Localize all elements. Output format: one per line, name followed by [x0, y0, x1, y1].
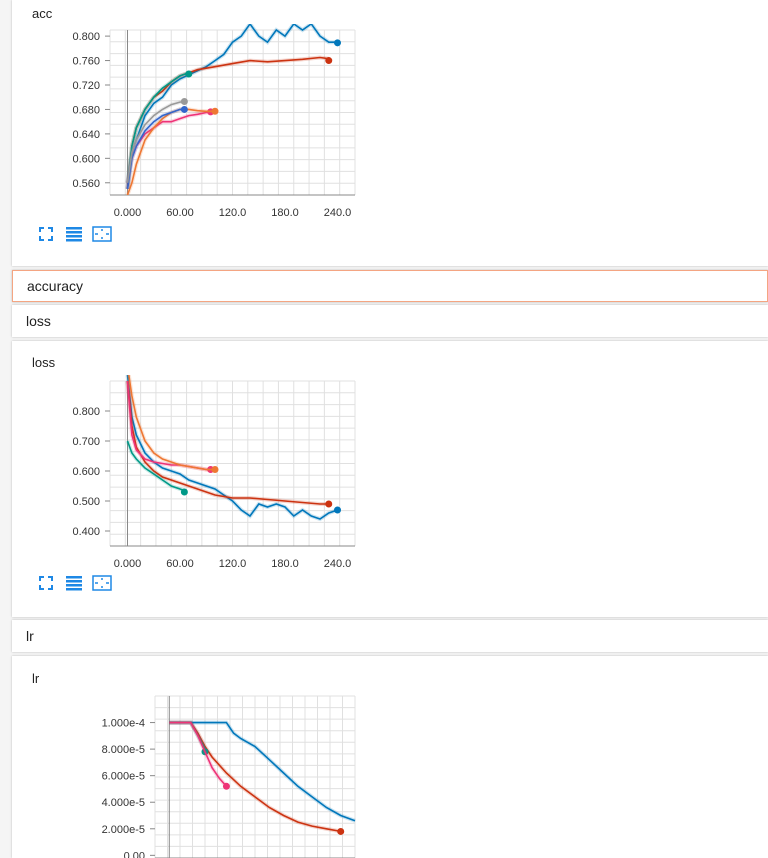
series-line[interactable]	[169, 721, 341, 833]
y-tick-label: 0.600	[72, 466, 100, 478]
y-tick-label: 0.640	[72, 129, 100, 141]
series-line[interactable]	[126, 100, 185, 183]
series-end-point[interactable]	[337, 827, 345, 835]
y-tick-label: 6.000e-5	[102, 771, 145, 783]
y-tick-label: 0.00	[124, 850, 145, 858]
y-tick-label: 0.500	[72, 496, 100, 508]
y-tick-label: 0.680	[72, 104, 100, 116]
lr-card: lr 0.00 2.000e-5 4.000e-5 6.000e-5 8.000e-5 1…	[12, 656, 768, 858]
y-tick-label: 0.700	[72, 436, 100, 448]
series-end-point[interactable]	[180, 105, 188, 113]
y-tick-label: 1.000e-4	[102, 718, 145, 730]
series-line[interactable]	[128, 371, 216, 471]
loss-chart[interactable]: 0.400 0.500 0.600 0.700 0.800 0.000 60.00 120.0…	[12, 371, 372, 606]
series-end-point[interactable]	[180, 488, 188, 496]
data-table-icon[interactable]	[64, 225, 84, 243]
series-line[interactable]	[126, 24, 338, 189]
series-raw-line	[125, 380, 329, 506]
series-end-point[interactable]	[334, 39, 341, 47]
y-tick-label: 0.800	[72, 406, 100, 418]
section-lr-label: lr	[26, 628, 34, 644]
section-accuracy[interactable]: accuracy	[12, 270, 768, 302]
series-end-point[interactable]	[222, 782, 230, 790]
series-end-point[interactable]	[334, 506, 341, 514]
series-end-point[interactable]	[180, 98, 188, 105]
loss-toolbar	[36, 574, 112, 592]
x-tick-label: 240.0	[324, 207, 352, 219]
series-end-point[interactable]	[185, 70, 193, 78]
x-tick-label: 120.0	[219, 558, 247, 570]
x-tick-label: 60.00	[166, 207, 194, 219]
series-line[interactable]	[169, 721, 227, 787]
y-tick-label: 4.000e-5	[102, 797, 145, 809]
lr-chart-title: lr	[32, 671, 40, 686]
series-line[interactable]	[169, 721, 356, 822]
series-line[interactable]	[126, 108, 185, 190]
x-tick-label: 120.0	[219, 207, 247, 219]
y-tick-label: 2.000e-5	[102, 824, 145, 836]
series-line[interactable]	[126, 380, 329, 505]
fit-to-data-icon[interactable]	[36, 574, 56, 592]
y-tick-label: 0.720	[72, 80, 100, 92]
x-tick-label: 180.0	[271, 558, 299, 570]
section-accuracy-label: accuracy	[27, 278, 84, 294]
expand-icon[interactable]	[92, 574, 112, 592]
grid	[109, 29, 356, 196]
expand-icon[interactable]	[92, 225, 112, 243]
series-end-point[interactable]	[211, 107, 219, 115]
y-tick-label: 0.800	[72, 31, 100, 43]
loss-card: loss 0.400 0.500 0.600 0.700 0.800 0.000 60.00…	[12, 341, 768, 617]
series-end-point[interactable]	[211, 466, 219, 473]
data-table-icon[interactable]	[64, 574, 84, 592]
series-line[interactable]	[126, 440, 185, 492]
acc-toolbar	[36, 225, 112, 243]
series-line[interactable]	[126, 108, 216, 195]
y-tick-label: 0.760	[72, 56, 100, 68]
loss-chart-title: loss	[32, 355, 56, 370]
series-line[interactable]	[126, 72, 190, 183]
y-tick-label: 0.560	[72, 178, 100, 190]
x-tick-label: 0.000	[114, 558, 142, 570]
section-lr[interactable]: lr	[12, 620, 768, 652]
series-end-point[interactable]	[325, 500, 333, 508]
acc-chart[interactable]: 0.560 0.600 0.640 0.680 0.720 0.760 0.800 0.000…	[12, 20, 372, 235]
x-tick-label: 60.00	[166, 558, 194, 570]
lr-chart[interactable]: 0.00 2.000e-5 4.000e-5 6.000e-5 8.000e-5 1.00…	[12, 656, 372, 858]
x-tick-label: 0.000	[114, 207, 142, 219]
section-loss-label: loss	[26, 313, 51, 329]
acc-chart-title: acc	[32, 6, 53, 21]
grid	[154, 695, 356, 858]
y-tick-label: 0.400	[72, 526, 100, 538]
acc-card: acc 0.560 0.600 0.640 0.680 0.720 0.760 0.800 0…	[12, 0, 768, 266]
x-tick-label: 240.0	[324, 558, 352, 570]
y-tick-label: 0.600	[72, 153, 100, 165]
fit-to-data-icon[interactable]	[36, 225, 56, 243]
y-tick-label: 8.000e-5	[102, 744, 145, 756]
grid	[109, 380, 356, 547]
series-end-point[interactable]	[325, 57, 333, 65]
section-loss[interactable]: loss	[12, 305, 768, 337]
x-tick-label: 180.0	[271, 207, 299, 219]
